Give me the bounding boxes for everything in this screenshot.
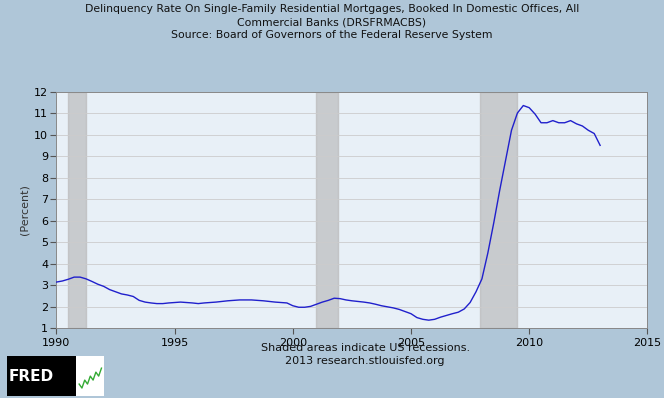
Text: Delinquency Rate On Single-Family Residential Mortgages, Booked In Domestic Offi: Delinquency Rate On Single-Family Reside… xyxy=(85,4,579,40)
Text: FRED: FRED xyxy=(9,369,54,384)
Y-axis label: (Percent): (Percent) xyxy=(20,185,30,235)
Bar xyxy=(68,92,86,328)
Text: Shaded areas indicate US recessions.
2013 research.stlouisfed.org: Shaded areas indicate US recessions. 201… xyxy=(261,343,469,366)
Bar xyxy=(317,92,338,328)
Bar xyxy=(480,92,517,328)
